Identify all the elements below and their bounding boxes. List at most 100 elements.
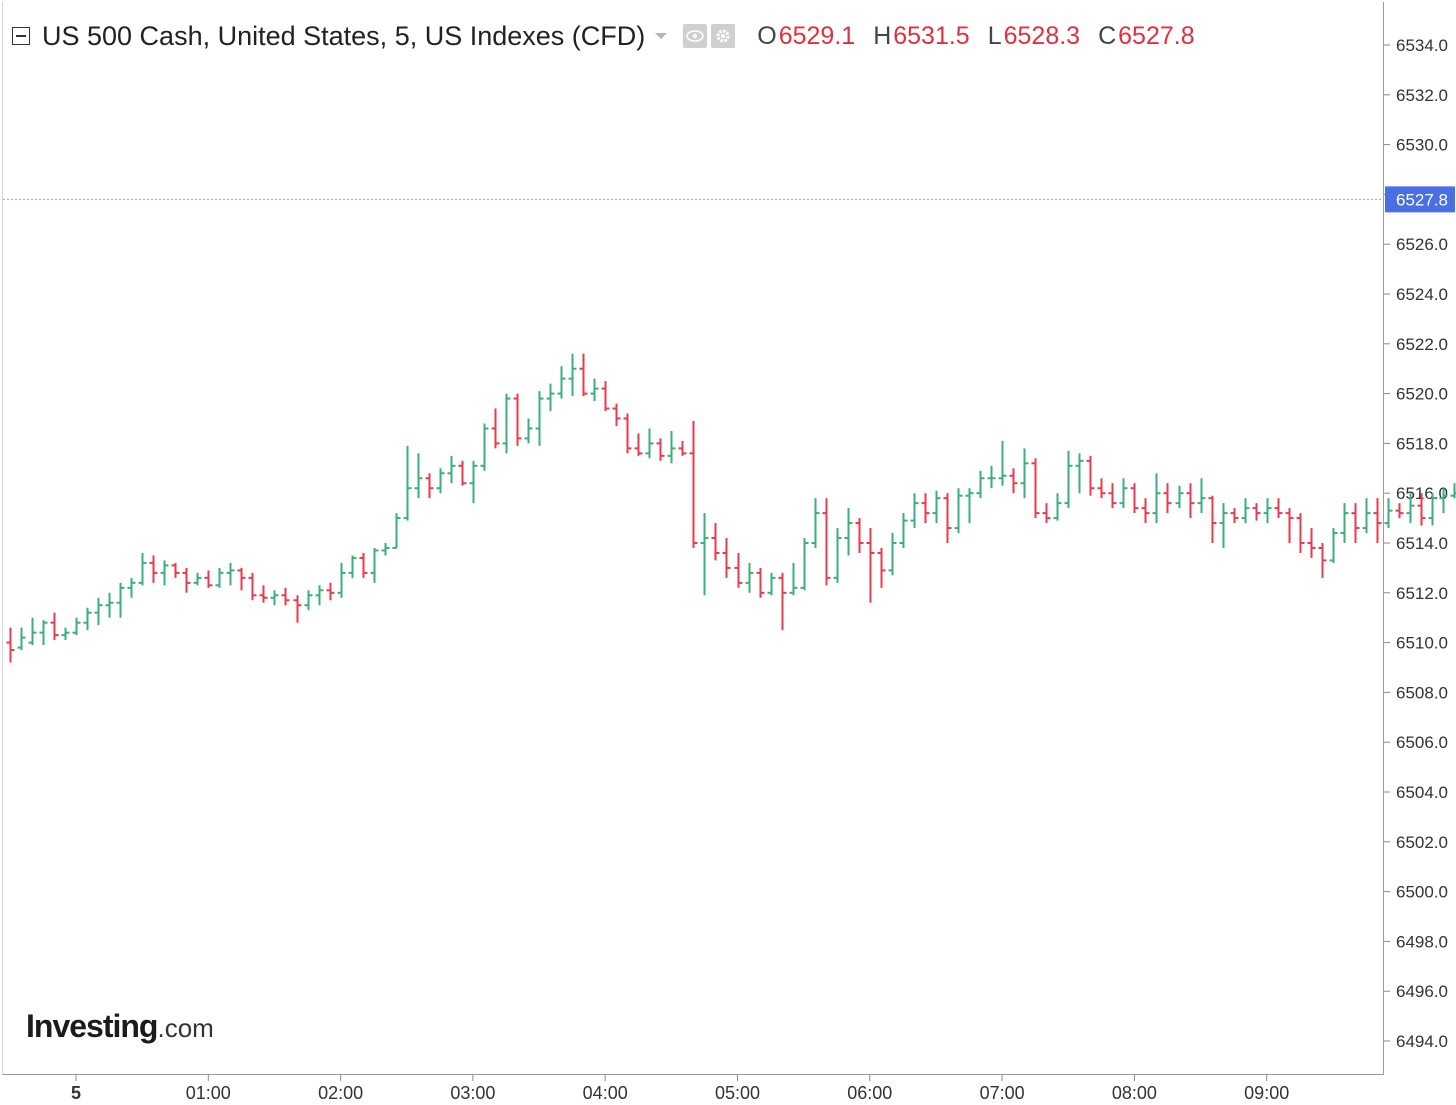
ohlc-bar [590, 378, 599, 402]
ohlc-bar [987, 465, 996, 489]
ohlc-bar [954, 488, 963, 534]
ohlc-bar [1274, 498, 1283, 519]
logo-main: Investing [26, 1008, 158, 1044]
ohlc-bar [414, 453, 423, 499]
high-key: H [873, 21, 892, 50]
chevron-down-icon[interactable] [655, 33, 668, 39]
y-tick-label: 6512.0 [1396, 584, 1448, 603]
ohlc-bar [932, 490, 941, 524]
ohlc-bar [1097, 478, 1106, 499]
x-tick-label: 06:00 [847, 1083, 892, 1103]
ohlc-bar [645, 428, 654, 459]
ohlc-bar [1373, 498, 1382, 543]
ohlc-bar [392, 513, 401, 549]
ohlc-bar [226, 562, 235, 586]
ohlc-bar [50, 612, 59, 641]
y-tick-label: 6520.0 [1396, 385, 1448, 404]
ohlc-bar [1351, 503, 1360, 543]
ohlc-bar [1152, 473, 1161, 524]
ohlc-bar [28, 617, 37, 646]
ohlc-bar [204, 570, 213, 588]
ohlc-bar [315, 585, 324, 606]
ohlc-bar [965, 488, 974, 524]
ohlc-bar [1428, 493, 1437, 526]
ohlc-bar [557, 366, 566, 399]
y-tick-label: 6496.0 [1396, 982, 1448, 1001]
ohlc-bar [998, 440, 1007, 486]
ohlc-bar [138, 552, 147, 586]
ohlc-bar [844, 508, 853, 556]
open-key: O [757, 21, 777, 50]
y-tick-label: 6494.0 [1396, 1032, 1448, 1051]
ohlc-bar [877, 547, 886, 588]
ohlc-bar [105, 592, 114, 618]
ohlc-bar [734, 552, 743, 588]
chart-legend: US 500 Cash, United States, 5, US Indexe… [12, 18, 1195, 54]
collapse-legend-button[interactable] [12, 27, 30, 45]
ohlc-bar [403, 445, 412, 521]
ohlc-bar [215, 567, 224, 588]
ohlc-bar [943, 493, 952, 543]
ohlc-bar [348, 555, 357, 578]
y-tick-label: 6506.0 [1396, 733, 1448, 752]
ohlc-bar [1197, 478, 1206, 514]
ohlc-bar [436, 468, 445, 494]
ohlc-bar [789, 562, 798, 596]
ohlc-bar [502, 393, 511, 454]
ohlc-bar [1307, 528, 1316, 558]
ohlc-bar [381, 543, 390, 556]
ohlc-bar [1296, 513, 1305, 553]
ohlc-bar [1263, 498, 1272, 524]
open-value: 6529.1 [778, 21, 856, 50]
ohlc-bar [678, 440, 687, 456]
ohlc-bar [1384, 498, 1393, 529]
x-tick-label: 05:00 [715, 1083, 760, 1103]
eye-icon[interactable] [683, 24, 708, 48]
ohlc-bar [491, 408, 500, 449]
ohlc-bar [193, 572, 202, 586]
ohlc-bar [800, 538, 809, 591]
ohlc-bar [667, 430, 676, 464]
y-tick-label: 6500.0 [1396, 883, 1448, 902]
ohlc-bar [1395, 503, 1404, 519]
y-tick-label: 6498.0 [1396, 932, 1448, 951]
ohlc-bar [711, 523, 720, 561]
ohlc-bar [634, 433, 643, 456]
ohlc-bar [425, 473, 434, 499]
ohlc-bar [281, 587, 290, 606]
ohlc-bar [1340, 503, 1349, 543]
ohlc-bar [1031, 458, 1040, 519]
ohlc-bar [116, 582, 125, 618]
ohlc-bar [127, 577, 136, 598]
ohlc-bar [1252, 503, 1261, 521]
ohlc-bar [1020, 448, 1029, 499]
ohlc-bar [1163, 483, 1172, 514]
axis-group: 6494.0 6496.0 6498.0 6500.0 6502.0 6504.0 6506… [71, 36, 1448, 1103]
ohlc-bar [149, 555, 158, 583]
ohlc-bar [1108, 483, 1117, 509]
ohlc-bar [259, 585, 268, 603]
y-tick-label: 6524.0 [1396, 285, 1448, 304]
high-value: 6531.5 [893, 21, 970, 50]
ohlc-bar [524, 418, 533, 444]
ohlc-bar [535, 391, 544, 446]
ohlc-bar [17, 627, 26, 651]
gear-icon[interactable] [711, 24, 736, 48]
x-tick-label: 07:00 [980, 1083, 1025, 1103]
ohlc-bar [469, 460, 478, 504]
investing-logo: Investing .com [26, 1008, 214, 1045]
low-value: 6528.3 [1003, 21, 1081, 50]
x-tick-label: 03:00 [450, 1083, 495, 1103]
ohlc-bar [1175, 485, 1184, 509]
ohlc-bar [237, 567, 246, 591]
last-price-badge [1385, 186, 1455, 213]
ohlc-bar [612, 403, 621, 426]
ohlc-bar [910, 493, 919, 529]
y-tick-label: 6532.0 [1396, 86, 1448, 105]
ohlc-bar [83, 607, 92, 631]
ohlc-bar [1406, 493, 1415, 524]
x-tick-label: 09:00 [1244, 1083, 1289, 1103]
ohlc-bar [513, 393, 522, 446]
ohlc-bar [94, 597, 103, 626]
